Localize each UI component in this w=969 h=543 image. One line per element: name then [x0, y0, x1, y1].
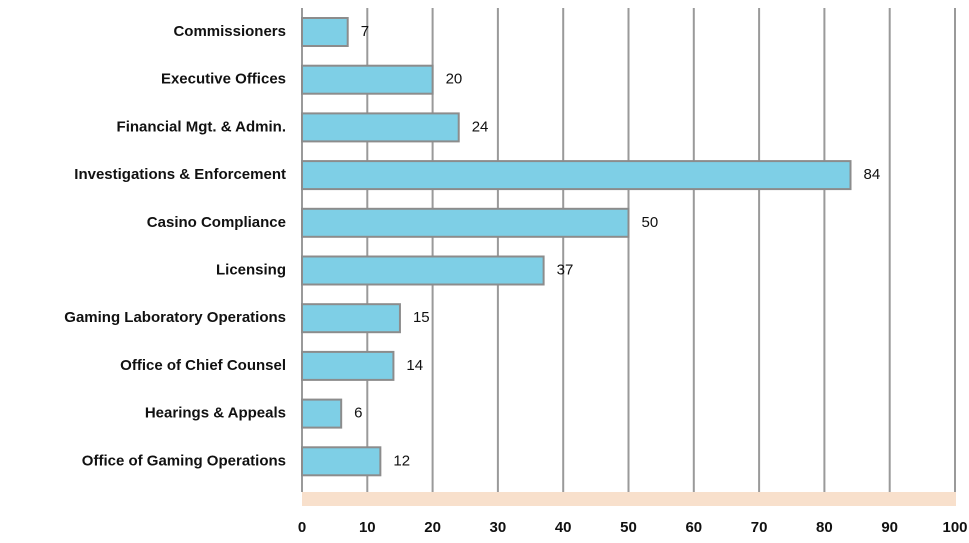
x-tick-label: 30: [490, 519, 507, 536]
x-tick-label: 100: [942, 519, 967, 536]
value-label: 12: [393, 452, 410, 469]
y-tick-label: Executive Offices: [161, 71, 286, 88]
value-label: 37: [557, 261, 574, 278]
floor: [302, 492, 956, 506]
bar: [301, 64, 434, 95]
bar: [301, 17, 349, 47]
bar: [301, 160, 852, 191]
x-tick-label: 0: [298, 519, 306, 536]
x-tick-label: 60: [685, 519, 702, 536]
y-tick-label: Hearings & Appeals: [145, 405, 286, 422]
x-tick-label: 20: [424, 519, 441, 536]
y-tick-label: Office of Gaming Operations: [82, 452, 286, 469]
y-tick-label: Licensing: [216, 261, 286, 278]
y-tick-label: Commissioners: [173, 23, 286, 40]
x-tick-label: 80: [816, 519, 833, 536]
bar: [301, 112, 460, 143]
x-tick-label: 90: [881, 519, 898, 536]
x-tick-label: 40: [555, 519, 572, 536]
y-tick-label: Gaming Laboratory Operations: [64, 309, 286, 326]
value-label: 20: [446, 71, 463, 88]
value-label: 7: [361, 23, 369, 40]
value-label: 6: [354, 405, 362, 422]
bar: [301, 446, 382, 477]
bar: [301, 303, 401, 334]
value-label: 14: [406, 357, 423, 374]
value-label: 50: [642, 214, 659, 231]
x-tick-label: 50: [620, 519, 637, 536]
value-label: 15: [413, 309, 430, 326]
value-label: 84: [864, 166, 881, 183]
y-tick-label: Financial Mgt. & Admin.: [117, 118, 286, 135]
bar: [301, 398, 343, 429]
bar: [301, 350, 395, 381]
y-tick-label: Investigations & Enforcement: [74, 166, 286, 183]
bar: [301, 207, 630, 238]
y-tick-label: Casino Compliance: [147, 214, 286, 231]
value-label: 24: [472, 118, 489, 135]
bar: [301, 255, 545, 286]
y-tick-label: Office of Chief Counsel: [120, 357, 286, 374]
x-tick-label: 10: [359, 519, 376, 536]
x-tick-label: 70: [751, 519, 768, 536]
